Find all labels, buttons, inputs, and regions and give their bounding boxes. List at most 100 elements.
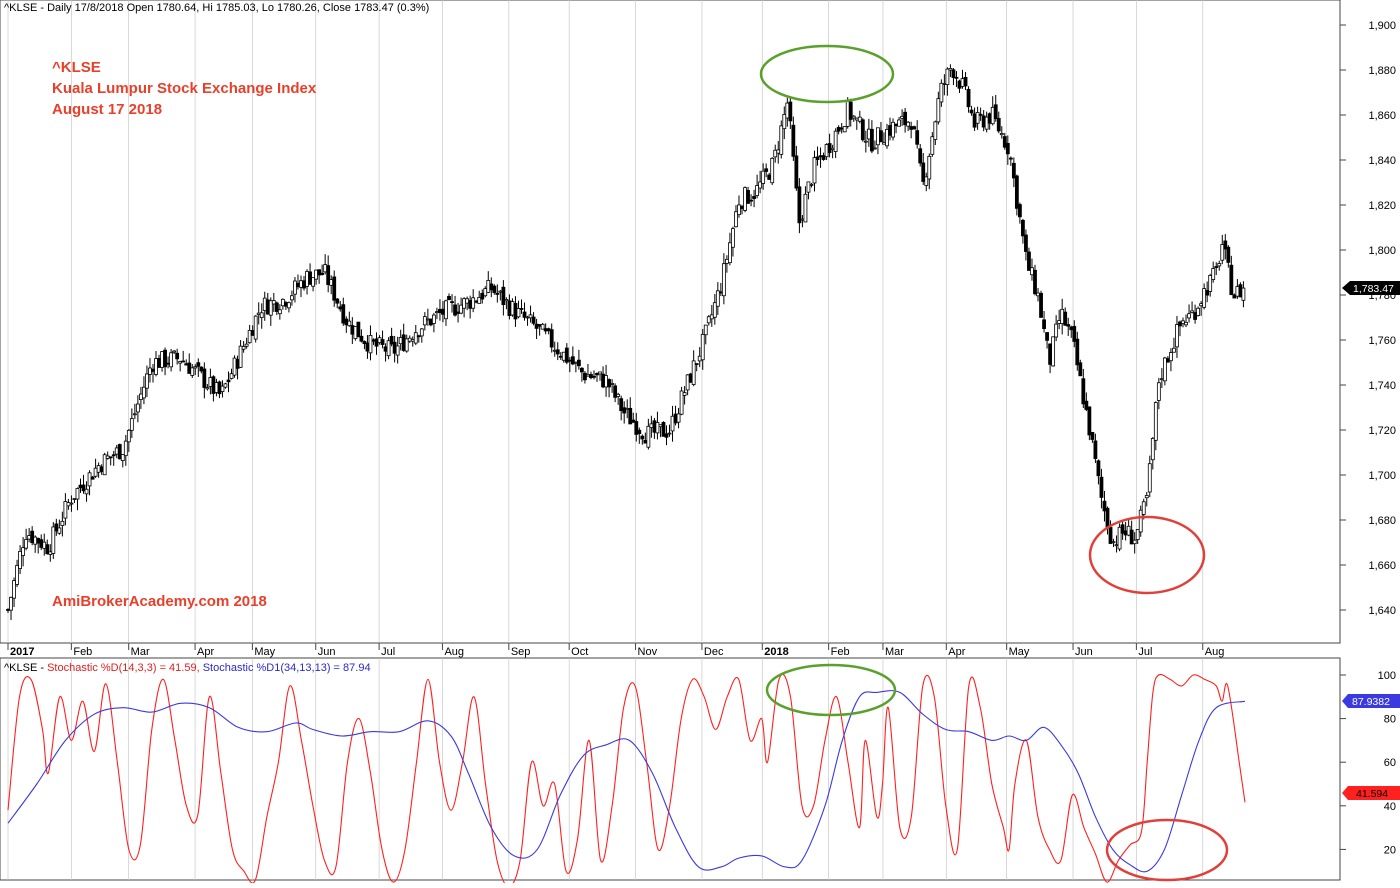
candle-body <box>522 311 527 318</box>
candle-body <box>885 129 889 147</box>
d-badge-label: 41.594 <box>1356 788 1388 800</box>
candle-body <box>332 276 337 301</box>
candle-body <box>410 339 415 342</box>
x-tick-label: Aug <box>444 646 464 658</box>
candle-body <box>238 345 243 368</box>
candle-body <box>126 429 131 443</box>
candle-body <box>842 126 847 133</box>
candle-body <box>247 329 252 344</box>
candle-body <box>1008 157 1013 160</box>
candle-body <box>589 374 593 379</box>
candle-body <box>1078 362 1083 377</box>
candle-body <box>1223 240 1228 250</box>
candle-body <box>981 115 986 128</box>
price-y-tick-label: 1,860 <box>1368 110 1396 122</box>
candle-body <box>163 349 167 368</box>
candle-body <box>1129 529 1134 545</box>
candle-body <box>812 157 817 184</box>
candle-body <box>160 351 164 368</box>
candle-body <box>1162 357 1167 382</box>
candle-body <box>259 312 264 318</box>
green-circle-price-high <box>759 44 895 104</box>
candle-body <box>438 308 442 313</box>
candle-body <box>576 359 581 367</box>
candle-body <box>398 337 403 345</box>
candle-body <box>1057 320 1062 324</box>
candle-body <box>1099 476 1104 498</box>
candle-body <box>712 302 717 318</box>
stochastic-header-d1: Stochastic %D1(34,13,13) = 87.94 <box>203 662 371 674</box>
candle-body <box>456 311 460 314</box>
candle-body <box>1241 287 1246 301</box>
candle-body <box>734 211 738 228</box>
candle-body <box>821 155 826 160</box>
candle-body <box>900 115 904 119</box>
candle-body <box>1144 495 1149 499</box>
candle-body <box>528 314 533 319</box>
candle-body <box>945 68 950 86</box>
candle-body <box>743 187 747 211</box>
candle-body <box>655 422 660 434</box>
candle-body <box>664 433 669 438</box>
candle-body <box>308 271 312 285</box>
candle-body <box>63 501 68 519</box>
candle-body <box>359 335 364 342</box>
candle-body <box>323 264 328 273</box>
candle-body <box>271 300 276 305</box>
candle-body <box>818 155 823 158</box>
price-y-tick-label: 1,840 <box>1368 155 1396 167</box>
candle-body <box>1132 539 1137 545</box>
candle-body <box>9 596 13 611</box>
candle-body <box>1108 526 1113 544</box>
candle-body <box>1066 324 1071 327</box>
annotation-ticker: ^KLSE <box>52 59 101 76</box>
x-tick-label: Apr <box>948 646 965 658</box>
candle-body <box>338 306 343 310</box>
candle-body <box>770 157 775 184</box>
candle-body <box>1017 204 1022 218</box>
candle-body <box>51 526 56 554</box>
candle-body <box>489 283 494 291</box>
candle-body <box>172 350 177 353</box>
price-y-tick-label: 1,660 <box>1368 560 1396 572</box>
price-y-axis: 1,6401,6601,6801,7001,7201,7401,7601,780… <box>1340 20 1396 617</box>
candle-body <box>679 390 684 415</box>
candle-body <box>1138 509 1143 533</box>
candle-body <box>329 279 334 286</box>
candle-body <box>561 351 566 361</box>
candle-body <box>299 280 303 288</box>
candle-body <box>69 502 74 505</box>
lower-panel-frame <box>0 657 1341 881</box>
candle-body <box>250 330 255 336</box>
candle-body <box>1159 378 1164 381</box>
upper-panel[interactable]: 1,6401,6601,6801,7001,7201,7401,7601,780… <box>0 0 1396 658</box>
candle-body <box>178 361 183 364</box>
candle-body <box>99 466 104 472</box>
candle-body <box>966 88 971 108</box>
candle-body <box>1238 284 1243 298</box>
candle-body <box>253 315 258 340</box>
x-tick-label: Jun <box>318 646 336 658</box>
candle-body <box>1030 267 1034 276</box>
lower-panel[interactable]: 20 40 60 80 100 <box>0 657 1396 888</box>
candle-body <box>924 176 929 186</box>
candle-body <box>54 523 59 532</box>
candle-body <box>57 527 62 534</box>
candle-body <box>477 297 482 304</box>
candle-body <box>453 304 457 316</box>
candle-body <box>45 544 50 555</box>
candle-body <box>105 455 110 459</box>
candle-body <box>830 147 835 151</box>
candle-body <box>181 360 186 363</box>
candle-body <box>715 290 720 307</box>
candle-body <box>583 372 587 381</box>
candle-body <box>513 303 518 320</box>
price-y-tick-label: 1,880 <box>1368 65 1396 77</box>
candle-body <box>474 300 479 303</box>
x-tick-label: Feb <box>831 646 850 658</box>
candle-body <box>809 183 814 186</box>
candle-body <box>60 520 65 526</box>
candle-body <box>740 205 744 209</box>
candle-body <box>567 359 572 362</box>
candle-body <box>894 123 898 127</box>
